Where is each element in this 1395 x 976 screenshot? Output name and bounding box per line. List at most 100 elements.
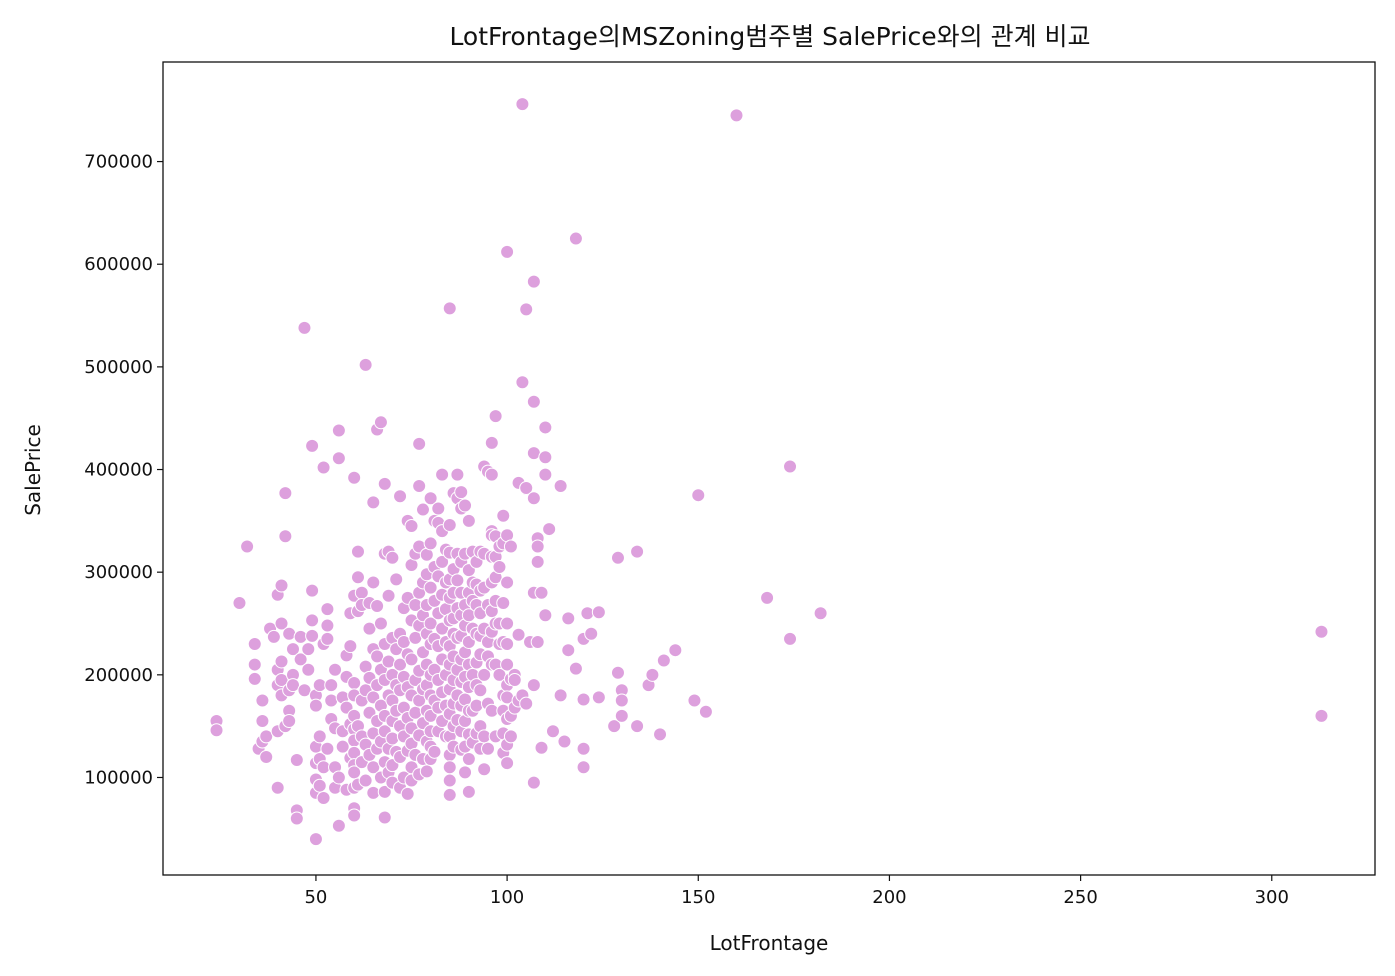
chart-title: LotFrontage의MSZoning범주별 SalePrice와의 관계 비… <box>449 22 1090 51</box>
data-point <box>350 570 365 585</box>
data-point <box>347 470 362 485</box>
data-point <box>331 770 346 785</box>
data-point <box>312 778 327 793</box>
data-point <box>519 481 534 496</box>
data-point <box>308 698 323 713</box>
data-point <box>450 573 465 588</box>
data-point <box>366 495 381 510</box>
data-point <box>289 753 304 768</box>
data-point <box>381 588 396 603</box>
data-point <box>247 657 262 672</box>
data-point <box>324 678 339 693</box>
data-point <box>534 585 549 600</box>
data-point <box>530 554 545 569</box>
data-point <box>423 580 438 595</box>
data-point <box>370 649 385 664</box>
data-point <box>377 810 392 825</box>
data-point <box>366 575 381 590</box>
data-point <box>1314 624 1329 639</box>
data-point <box>274 654 289 669</box>
data-point <box>534 740 549 755</box>
data-point <box>503 539 518 554</box>
data-point <box>240 539 255 554</box>
data-point <box>538 420 553 435</box>
plot-frame <box>162 61 1376 876</box>
data-point <box>297 683 312 698</box>
data-point <box>282 626 297 641</box>
data-point <box>381 654 396 669</box>
data-point <box>373 616 388 631</box>
data-point <box>538 467 553 482</box>
data-point <box>442 760 457 775</box>
data-point <box>1314 708 1329 723</box>
data-point <box>656 653 671 668</box>
data-point <box>373 415 388 430</box>
data-point <box>358 357 373 372</box>
data-point <box>526 775 541 790</box>
data-point <box>305 583 320 598</box>
data-point <box>324 693 339 708</box>
data-point <box>610 665 625 680</box>
data-point <box>511 627 526 642</box>
data-point <box>584 626 599 641</box>
data-point <box>729 108 744 123</box>
data-point <box>305 628 320 643</box>
y-tick-label: 500000 <box>84 357 153 378</box>
data-point <box>500 575 515 590</box>
data-point <box>492 560 507 575</box>
data-point <box>607 719 622 734</box>
data-point <box>442 517 457 532</box>
data-point <box>473 683 488 698</box>
data-point <box>461 752 476 767</box>
data-point <box>320 741 335 756</box>
data-point <box>496 508 511 523</box>
data-point <box>500 657 515 672</box>
data-point <box>630 544 645 559</box>
data-point <box>297 320 312 335</box>
data-point <box>350 544 365 559</box>
data-point <box>458 765 473 780</box>
data-point <box>377 784 392 799</box>
data-point <box>507 672 522 687</box>
data-point <box>412 478 427 493</box>
data-point <box>500 616 515 631</box>
x-axis-ticks: 50 100 150 200 250 300 <box>304 875 1289 908</box>
data-point <box>484 467 499 482</box>
data-point <box>469 698 484 713</box>
data-point <box>645 667 660 682</box>
data-point <box>285 642 300 657</box>
data-point <box>370 599 385 614</box>
data-point <box>542 522 557 537</box>
data-point <box>538 450 553 465</box>
data-point <box>282 714 297 729</box>
data-point <box>591 605 606 620</box>
data-point <box>415 502 430 517</box>
data-point <box>526 491 541 506</box>
data-point <box>301 642 316 657</box>
data-point <box>427 744 442 759</box>
y-tick-label: 700000 <box>84 152 153 173</box>
data-point <box>442 773 457 788</box>
x-tick-label: 100 <box>490 887 524 908</box>
data-point <box>653 727 668 742</box>
data-point <box>270 780 285 795</box>
data-point <box>316 791 331 806</box>
data-point <box>610 550 625 565</box>
data-point <box>255 693 270 708</box>
data-point <box>530 634 545 649</box>
data-point <box>404 652 419 667</box>
data-point <box>412 436 427 451</box>
data-point <box>385 731 400 746</box>
data-point <box>289 811 304 826</box>
data-point <box>285 678 300 693</box>
data-point <box>274 672 289 687</box>
data-point <box>630 719 645 734</box>
data-point <box>423 616 438 631</box>
data-point <box>461 513 476 528</box>
data-point <box>698 704 713 719</box>
data-point <box>515 97 530 112</box>
y-tick-label: 400000 <box>84 460 153 481</box>
data-point <box>366 760 381 775</box>
data-point <box>320 618 335 633</box>
